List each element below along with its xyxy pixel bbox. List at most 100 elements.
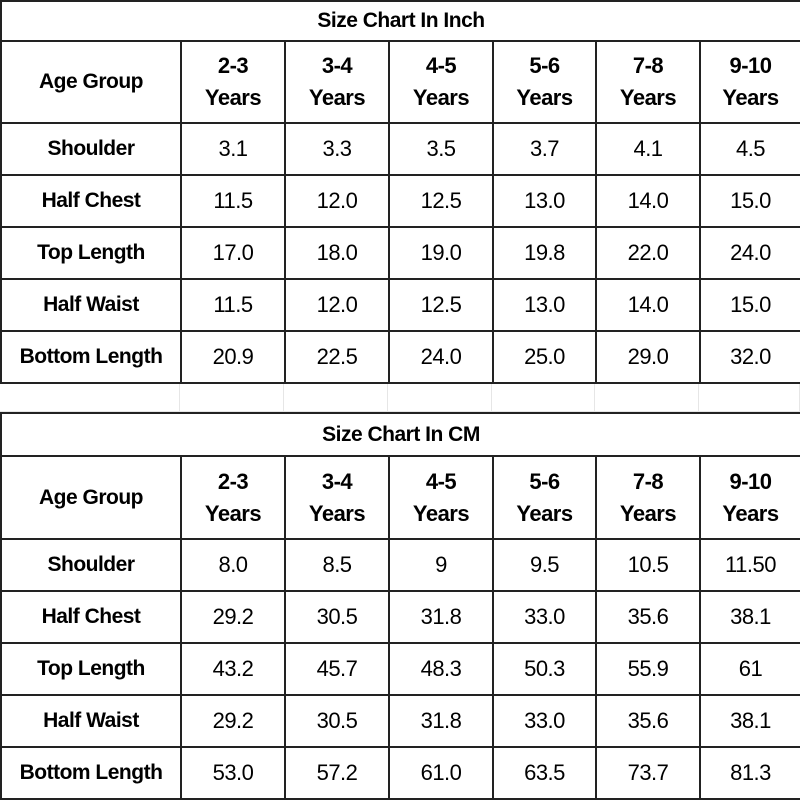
header-row: Age Group 2-3 Years 3-4 Years 4-5 Years 5-6 Year… [0,40,800,124]
measure-value: 50.3 [492,642,597,696]
measure-value: 3.5 [388,122,494,176]
age-header-line: Years [204,500,262,526]
measure-value: 38.1 [699,590,800,644]
measure-value: 14.0 [595,278,701,332]
measure-value: 4.1 [595,122,701,176]
age-header-line: Years [516,85,573,110]
age-header-line: 5-6 [529,468,560,494]
title-row: Size Chart In Inch [0,0,800,42]
header-row: Age Group 2-3 Years 3-4 Years 4-5 Years 5-6 Year… [0,455,800,540]
measure-value: 61 [699,642,800,696]
title-row: Size Chart In CM [0,412,800,457]
measure-value: 12.5 [388,174,494,228]
age-header-line: Years [412,500,470,526]
measure-label: Bottom Length [0,746,182,800]
measure-value: 33.0 [492,694,597,748]
measure-value: 13.0 [492,278,597,332]
measure-value: 29.2 [180,590,286,644]
measure-value: 10.5 [595,538,701,592]
spacer-row [0,383,800,412]
age-header-line: Years [204,85,262,110]
measure-value: 20.9 [180,330,286,384]
age-header-line: 4-5 [425,468,457,494]
measure-value: 30.5 [284,694,390,748]
spacer-cell [699,383,800,412]
measure-value: 24.0 [699,226,800,280]
measure-value: 9.5 [492,538,597,592]
measure-value: 12.5 [388,278,494,332]
measure-label: Half Waist [0,278,182,332]
measure-value: 15.0 [699,278,800,332]
age-header-line: 9-10 [729,468,772,494]
measure-row: Half Waist 11.5 12.0 12.5 13.0 14.0 15.0 [0,278,800,332]
measure-value: 32.0 [699,330,800,384]
measure-value: 31.8 [388,590,494,644]
measure-value: 12.0 [284,278,390,332]
measure-value: 22.0 [595,226,701,280]
measure-value: 73.7 [595,746,701,800]
measure-value: 3.3 [284,122,390,176]
age-header-line: 4-5 [425,53,457,78]
spacer-cell [595,383,699,412]
measure-label: Shoulder [0,122,182,176]
measure-value: 35.6 [595,590,701,644]
age-header: 4-5 Years [388,455,494,540]
measure-value: 57.2 [284,746,390,800]
measure-row: Half Chest 29.2 30.5 31.8 33.0 35.6 38.1 [0,590,800,644]
measure-value: 3.1 [180,122,286,176]
age-header-line: Years [722,85,779,110]
measure-value: 45.7 [284,642,390,696]
measure-value: 3.7 [492,122,597,176]
measure-value: 18.0 [284,226,390,280]
measure-value: 4.5 [699,122,800,176]
measure-value: 43.2 [180,642,286,696]
measure-label: Half Chest [0,174,182,228]
age-header: 5-6 Years [492,455,597,540]
measure-value: 38.1 [699,694,800,748]
measure-label: Bottom Length [0,330,182,384]
age-header: 2-3 Years [180,455,286,540]
measure-value: 25.0 [492,330,597,384]
age-header: 3-4 Years [284,455,390,540]
measure-value: 35.6 [595,694,701,748]
age-header: 3-4 Years [284,40,390,124]
spacer-cell [492,383,595,412]
measure-value: 55.9 [595,642,701,696]
measure-row: Half Chest 11.5 12.0 12.5 13.0 14.0 15.0 [0,174,800,228]
measure-value: 19.8 [492,226,597,280]
spacer-cell [388,383,492,412]
age-header-line: Years [722,500,779,526]
age-header-line: 2-3 [217,53,249,78]
measure-label: Half Chest [0,590,182,644]
age-header: 5-6 Years [492,40,597,124]
measure-value: 12.0 [284,174,390,228]
age-header-line: Years [412,85,470,110]
age-header-line: Years [619,85,677,110]
measure-value: 9 [388,538,494,592]
measure-value: 24.0 [388,330,494,384]
measure-label: Shoulder [0,538,182,592]
age-header: 2-3 Years [180,40,286,124]
age-header: 4-5 Years [388,40,494,124]
age-header-line: Years [619,500,677,526]
measure-value: 53.0 [180,746,286,800]
header-label: Age Group [0,40,182,124]
age-header-line: 5-6 [529,53,560,78]
age-header: 9-10 Years [699,40,800,124]
measure-value: 29.2 [180,694,286,748]
measure-row: Half Waist 29.2 30.5 31.8 33.0 35.6 38.1 [0,694,800,748]
measure-value: 8.5 [284,538,390,592]
measure-label: Half Waist [0,694,182,748]
measure-value: 11.5 [180,278,286,332]
measure-value: 14.0 [595,174,701,228]
measure-value: 8.0 [180,538,286,592]
table-title: Size Chart In Inch [0,0,800,42]
size-table: Size Chart In Inch Age Group 2-3 Years 3-4 Ye… [0,0,800,384]
age-header-line: 7-8 [632,53,664,78]
measure-value: 11.50 [699,538,800,592]
measure-value: 31.8 [388,694,494,748]
measure-value: 30.5 [284,590,390,644]
age-header-line: 9-10 [729,53,772,78]
measure-value: 61.0 [388,746,494,800]
